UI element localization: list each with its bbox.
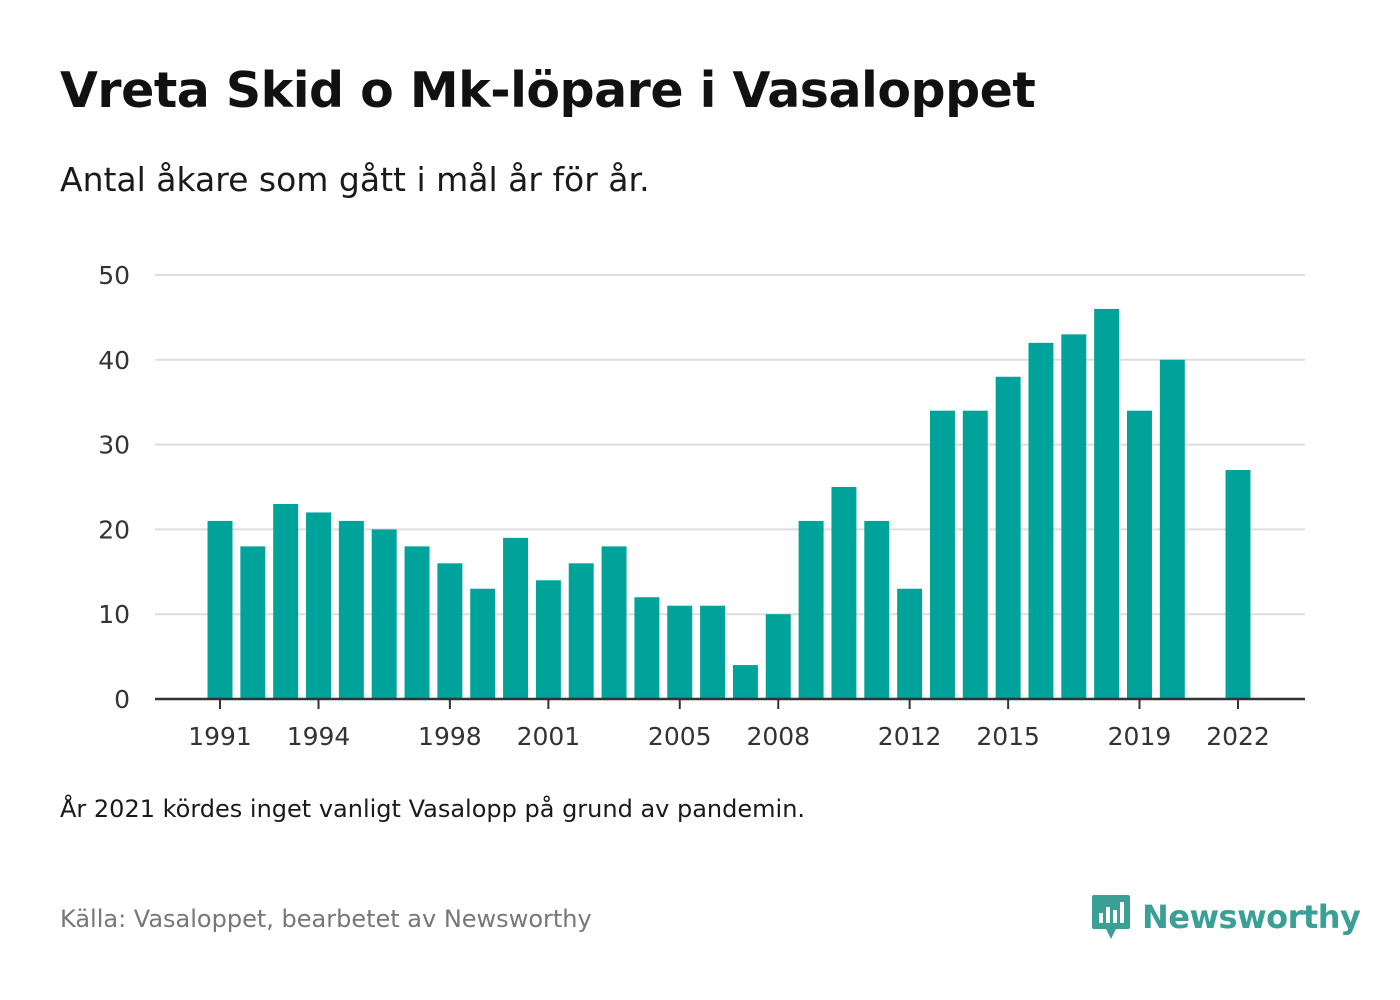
x-tick-label: 2012 [878, 722, 942, 751]
bar-2009 [798, 520, 824, 699]
bar-2020 [1159, 359, 1185, 699]
x-tick-label: 2001 [517, 722, 581, 751]
bar-1991 [207, 520, 233, 699]
bar-2001 [535, 580, 561, 699]
x-tick-label: 2022 [1206, 722, 1270, 751]
bar-1998 [437, 563, 463, 699]
bar-chart-badge-icon [1092, 895, 1130, 939]
bar-1996 [371, 529, 397, 699]
bar-2016 [1028, 342, 1054, 699]
bar-1999 [470, 588, 496, 699]
x-tick-label: 2008 [746, 722, 810, 751]
bar-2006 [700, 605, 726, 699]
bar-2014 [962, 410, 988, 699]
chart-title: Vreta Skid o Mk-löpare i Vasaloppet [60, 62, 1036, 119]
bar-2008 [765, 614, 791, 699]
x-tick-label: 2019 [1108, 722, 1172, 751]
bar-chart: 0 10 20 30 40 50 1991 1994 1998 2001 2005 2008 2012… [98, 261, 1305, 751]
y-tick-label: 10 [98, 600, 130, 629]
y-tick-label: 40 [98, 346, 130, 375]
bar-2002 [568, 563, 594, 699]
bar-1995 [338, 520, 364, 699]
x-tick-label: 1994 [287, 722, 351, 751]
y-tick-label: 50 [98, 261, 130, 290]
bar-2004 [634, 597, 660, 699]
bar-2017 [1061, 334, 1087, 699]
bar-2011 [864, 520, 890, 699]
newsworthy-logo: Newsworthy [1090, 893, 1361, 941]
bar-2007 [732, 665, 758, 699]
bar-2010 [831, 487, 857, 699]
bar-2003 [601, 546, 627, 699]
bar-2018 [1094, 308, 1120, 699]
y-tick-label: 0 [114, 685, 130, 714]
bar-1994 [306, 512, 331, 699]
x-axis-ticks: 1991 1994 1998 2001 2005 2008 2012 2015 2019 2022 [188, 699, 1270, 751]
bar-2013 [929, 410, 955, 699]
y-tick-label: 30 [98, 431, 130, 460]
bar-2000 [503, 537, 529, 699]
bar-2015 [995, 376, 1021, 699]
bar-2022 [1225, 470, 1251, 699]
x-tick-label: 1998 [418, 722, 482, 751]
x-tick-label: 2005 [648, 722, 712, 751]
bar-1997 [404, 546, 430, 699]
x-tick-label: 2015 [976, 722, 1040, 751]
bar-2019 [1127, 410, 1152, 699]
logo-wordmark: Newsworthy [1142, 898, 1361, 936]
bar-series [207, 308, 1251, 699]
bar-2012 [897, 588, 923, 699]
y-tick-label: 20 [98, 515, 130, 544]
y-axis-ticks: 0 10 20 30 40 50 [98, 261, 130, 714]
source-credit: Källa: Vasaloppet, bearbetet av Newswort… [60, 905, 592, 933]
bar-1992 [240, 546, 266, 699]
footnote: År 2021 kördes inget vanligt Vasalopp på… [60, 795, 806, 823]
x-tick-label: 1991 [188, 722, 252, 751]
chart-subtitle: Antal åkare som gått i mål år för år. [60, 160, 650, 199]
bar-2005 [667, 605, 693, 699]
bar-1993 [273, 503, 299, 699]
